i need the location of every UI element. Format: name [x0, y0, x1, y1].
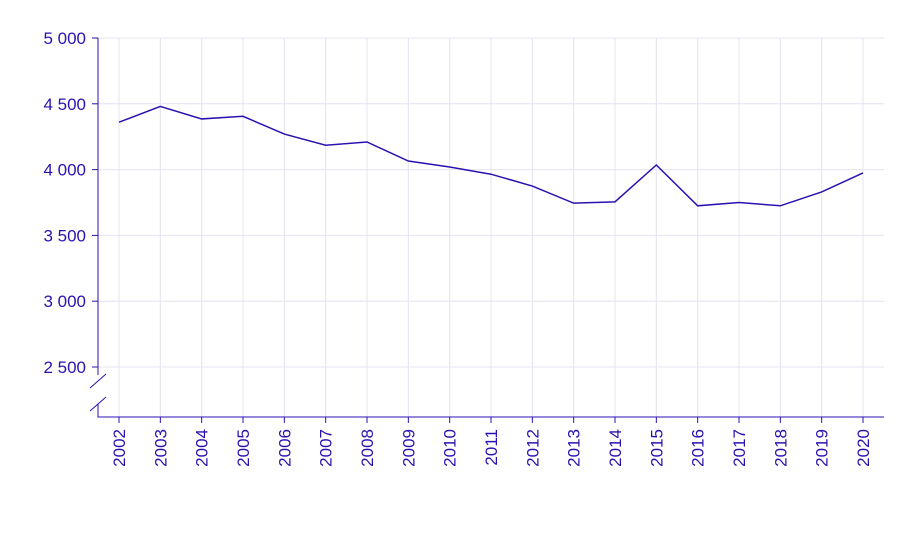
- x-tick-label: 2013: [565, 429, 584, 467]
- x-tick-label: 2014: [606, 429, 625, 467]
- x-tick-label: 2019: [813, 429, 832, 467]
- y-tick-label: 3 000: [43, 292, 86, 311]
- x-tick-label: 2007: [317, 429, 336, 467]
- x-tick-label: 2006: [275, 429, 294, 467]
- y-tick-label: 4 500: [43, 95, 86, 114]
- x-tick-label: 2002: [110, 429, 129, 467]
- y-tick-label: 2 500: [43, 358, 86, 377]
- x-tick-label: 2012: [523, 429, 542, 467]
- y-tick-label: 3 500: [43, 226, 86, 245]
- x-tick-label: 2003: [151, 429, 170, 467]
- line: [118, 105, 864, 207]
- y-tick-label: 4 000: [43, 161, 86, 180]
- x-tick-label: 2004: [193, 429, 212, 467]
- x-tick-label: 2011: [482, 429, 501, 466]
- x-tick-label: 2010: [441, 429, 460, 467]
- x-tick-label: 2016: [689, 429, 708, 467]
- x-tick-label: 2005: [234, 429, 253, 467]
- x-tick-label: 2015: [647, 429, 666, 467]
- y-tick-label: 5 000: [43, 29, 86, 48]
- x-tick-label: 2018: [771, 429, 790, 467]
- axis-break: [89, 373, 107, 412]
- x-tick-label: 2020: [854, 429, 873, 467]
- x-tick-label: 2009: [399, 429, 418, 467]
- x-tick-label: 2008: [358, 429, 377, 467]
- x-tick-label: 2017: [730, 429, 749, 467]
- axis-line: [97, 38, 884, 418]
